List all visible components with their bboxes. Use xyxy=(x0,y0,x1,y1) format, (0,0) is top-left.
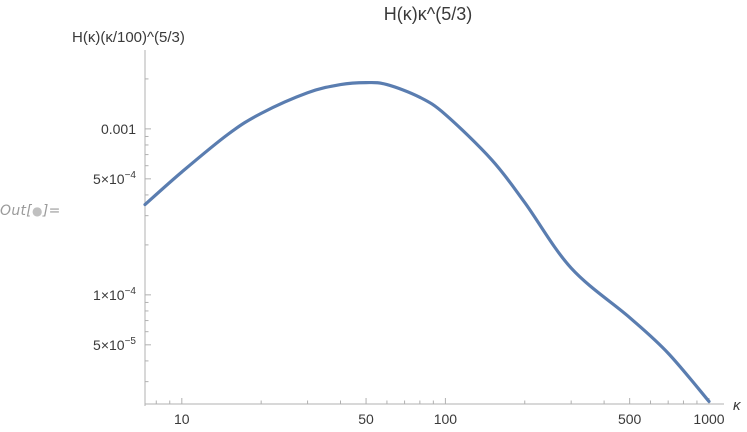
chart-series xyxy=(143,80,711,404)
chart-labels: 10 50 100 500 1000 0.001 5×10−4 1×10−4 5×10−5 H(κ… xyxy=(72,4,742,427)
series-line xyxy=(143,80,711,404)
x-tick-label: 10 xyxy=(174,411,190,427)
chart-ticks xyxy=(145,78,710,404)
cell-dot-icon: ● xyxy=(32,204,43,218)
y-tick-label: 0.001 xyxy=(101,121,136,137)
y-tick-label: 1×10−4 xyxy=(93,286,136,303)
out-label-suffix: ]= xyxy=(42,203,61,219)
y-axis-label: H(κ)(κ/100)^(5/3) xyxy=(72,29,185,46)
chart-title: H(κ)κ^(5/3) xyxy=(384,4,472,24)
out-label-prefix: Out[ xyxy=(0,203,33,219)
y-tick-label: 5×10−5 xyxy=(93,336,136,353)
chart-axes xyxy=(144,50,724,406)
x-tick-label: 100 xyxy=(434,411,458,427)
x-tick-label: 500 xyxy=(618,411,642,427)
x-axis-label: κ xyxy=(733,397,742,414)
x-tick-label: 50 xyxy=(358,411,374,427)
y-tick-label: 5×10−4 xyxy=(93,170,136,187)
output-cell-label: Out[●]= xyxy=(0,203,61,219)
x-tick-label: 1000 xyxy=(693,411,724,427)
